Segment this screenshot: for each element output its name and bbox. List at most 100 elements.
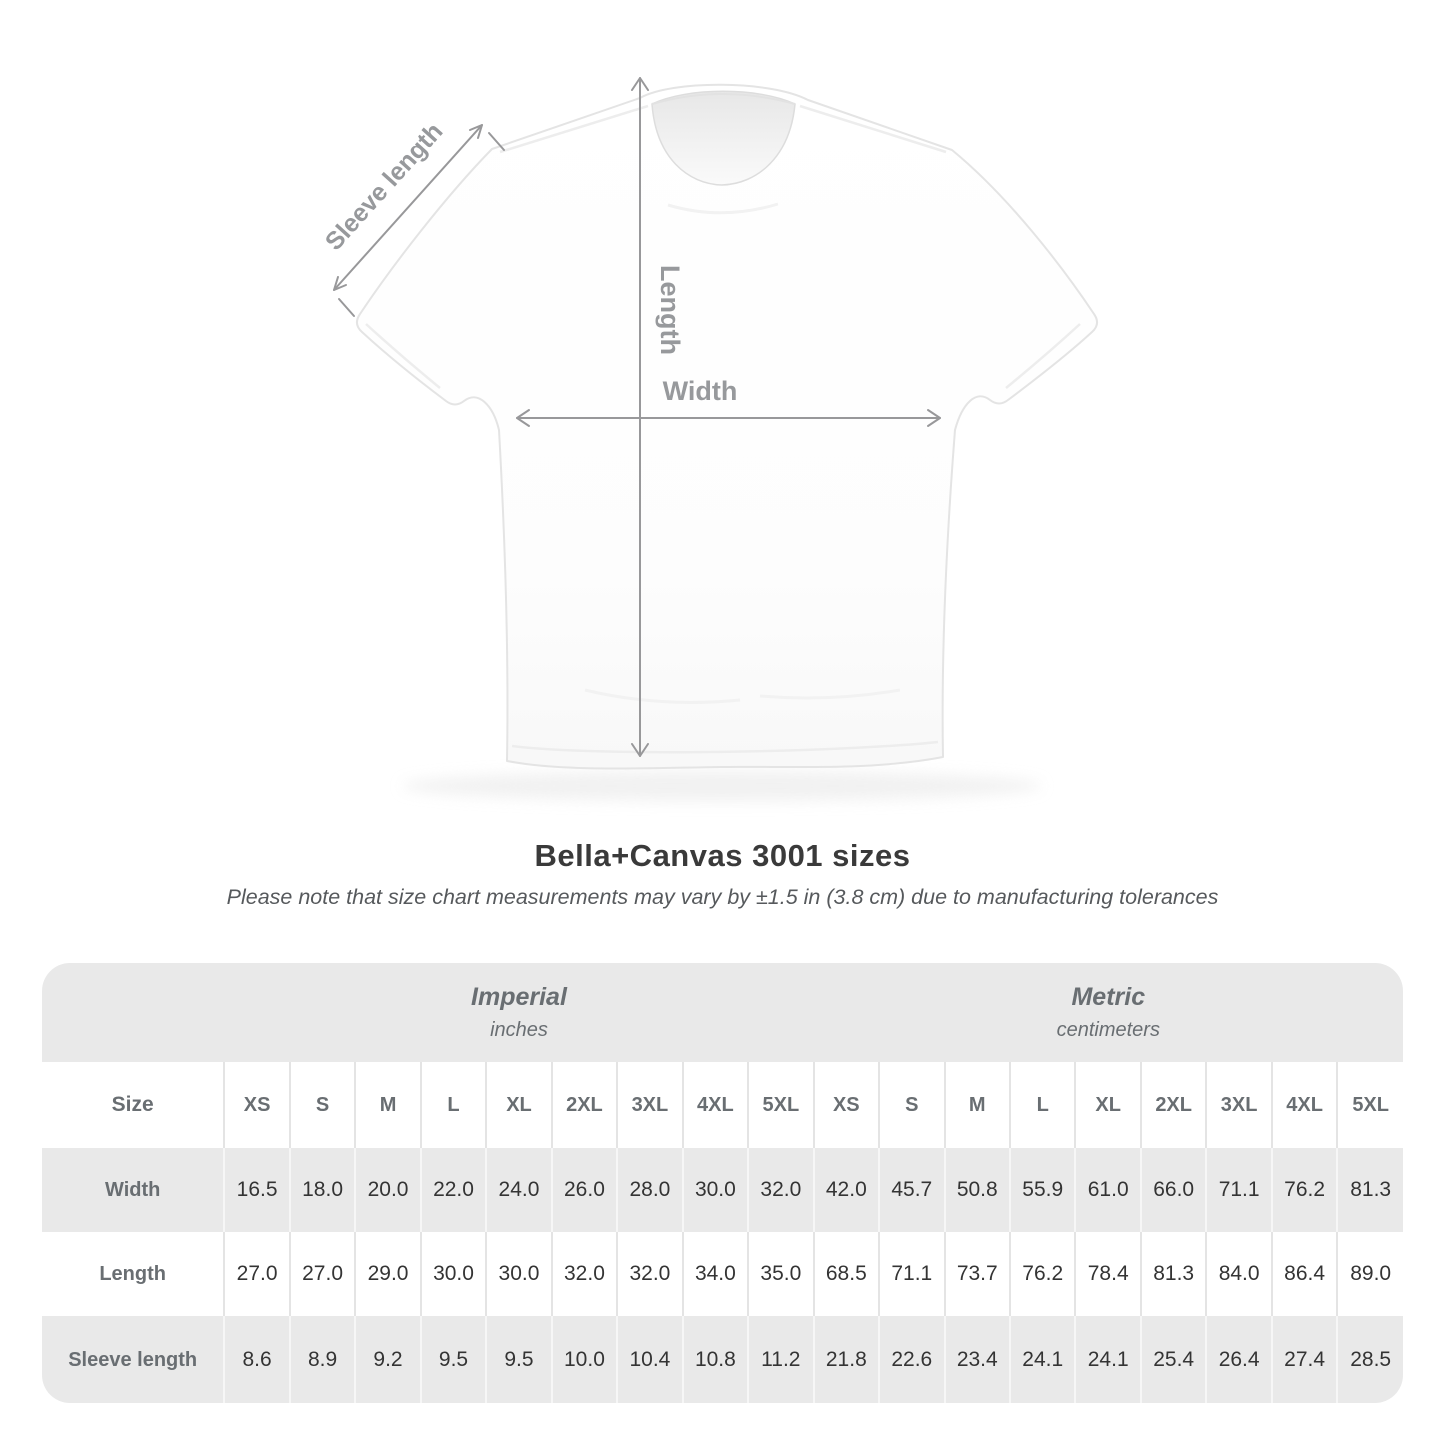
sleeve-cell: 8.6 [223, 1316, 290, 1403]
width-cell: 20.0 [354, 1148, 421, 1232]
sleeve-cell: 10.4 [616, 1316, 683, 1403]
size-header-metric-xl: XL [1074, 1062, 1141, 1148]
corner-cell [42, 963, 224, 1062]
size-header-imperial-5xl: 5XL [747, 1062, 814, 1148]
width-cell: 61.0 [1074, 1148, 1141, 1232]
sleeve-cell: 22.6 [878, 1316, 945, 1403]
width-cell: 55.9 [1008, 1148, 1076, 1232]
metric-unit-label: centimeters [1056, 1019, 1160, 1041]
sleeve-length-arrow [333, 124, 505, 317]
length-cell: 27.0 [288, 1232, 356, 1316]
page-title: Bella+Canvas 3001 sizes [534, 838, 911, 873]
length-row-label: Length [99, 1262, 166, 1285]
sleeve-cell: 11.2 [747, 1316, 814, 1403]
width-cell: 18.0 [288, 1148, 356, 1232]
length-cell: 71.1 [878, 1232, 945, 1316]
length-cell: 35.0 [747, 1232, 814, 1316]
size-header-imperial-l: L [419, 1062, 487, 1148]
size-header-metric-l: L [1008, 1062, 1076, 1148]
length-cell: 34.0 [681, 1232, 749, 1316]
sleeve-cell: 23.4 [943, 1316, 1010, 1403]
width-row: Width 16.5 18.0 20.0 22.0 24.0 26.0 28.0… [42, 1148, 1403, 1232]
size-header-metric-2xl: 2XL [1139, 1062, 1207, 1148]
width-cell: 81.3 [1336, 1148, 1403, 1232]
sleeve-cell: 10.0 [550, 1316, 618, 1403]
width-cell: 24.0 [485, 1148, 552, 1232]
size-header-row: Size XS S M L XL 2XL 3XL 4XL 5XL XS S M … [42, 1062, 1403, 1148]
sleeve-cell: 28.5 [1336, 1316, 1403, 1403]
width-cell: 22.0 [419, 1148, 487, 1232]
width-arrow [516, 409, 941, 427]
sleeve-cell: 24.1 [1074, 1316, 1141, 1403]
size-header-imperial-4xl: 4XL [681, 1062, 749, 1148]
width-cell: 50.8 [943, 1148, 1010, 1232]
collar [651, 90, 796, 186]
width-cell: 42.0 [812, 1148, 880, 1232]
length-cell: 30.0 [419, 1232, 487, 1316]
width-cell: 30.0 [681, 1148, 749, 1232]
length-cell: 32.0 [550, 1232, 618, 1316]
length-cell: 81.3 [1139, 1232, 1207, 1316]
tshirt-graphic [356, 83, 1098, 770]
metric-label: Metric [1071, 983, 1146, 1011]
sleeve-cell: 26.4 [1205, 1316, 1272, 1403]
unit-header-row: Imperial inches Metric centimeters [42, 963, 1403, 1062]
size-header-metric-3xl: 3XL [1205, 1062, 1272, 1148]
length-cell: 84.0 [1205, 1232, 1272, 1316]
sleeve-cell: 27.4 [1270, 1316, 1338, 1403]
length-cell: 27.0 [223, 1232, 290, 1316]
sleeve-cell: 8.9 [288, 1316, 356, 1403]
sleeve-cell: 25.4 [1139, 1316, 1207, 1403]
shirt-shadow [402, 771, 1042, 801]
sleeve-cell: 9.5 [485, 1316, 552, 1403]
length-cell: 73.7 [943, 1232, 1010, 1316]
size-col-header: Size [111, 1093, 154, 1116]
metric-header-cell: Metric centimeters [814, 963, 1403, 1062]
tshirt-measurement-diagram: Sleeve length Length Width [320, 77, 1098, 801]
sleeve-length-row-label: Sleeve length [68, 1348, 198, 1371]
imperial-unit-label: inches [490, 1019, 548, 1041]
size-header-metric-4xl: 4XL [1270, 1062, 1338, 1148]
width-row-label: Width [105, 1178, 161, 1201]
sleeve-cell: 21.8 [812, 1316, 880, 1403]
width-cell: 26.0 [550, 1148, 618, 1232]
title-block: Bella+Canvas 3001 sizes Please note that… [0, 838, 1445, 910]
length-cell: 68.5 [812, 1232, 880, 1316]
sleeve-cell: 9.5 [419, 1316, 487, 1403]
sleeve-cell: 10.8 [681, 1316, 749, 1403]
sleeve-cell: 9.2 [354, 1316, 421, 1403]
length-cell: 32.0 [616, 1232, 683, 1316]
size-header-metric-5xl: 5XL [1336, 1062, 1403, 1148]
size-header-metric-m: M [943, 1062, 1010, 1148]
width-cell: 76.2 [1270, 1148, 1338, 1232]
length-cell: 30.0 [485, 1232, 552, 1316]
size-chart-table: Imperial inches Metric centimeters Size … [42, 963, 1403, 1403]
sleeve-cell: 24.1 [1008, 1316, 1076, 1403]
size-header-metric-xs: XS [812, 1062, 880, 1148]
width-cell: 45.7 [878, 1148, 945, 1232]
length-label: Length [655, 265, 685, 355]
width-cell: 66.0 [1139, 1148, 1207, 1232]
width-cell: 28.0 [616, 1148, 683, 1232]
width-cell: 32.0 [747, 1148, 814, 1232]
size-header-imperial-3xl: 3XL [616, 1062, 683, 1148]
sleeve-length-row: Sleeve length 8.6 8.9 9.2 9.5 9.5 10.0 1… [42, 1316, 1403, 1403]
size-header-imperial-s: S [288, 1062, 356, 1148]
size-table-container: Imperial inches Metric centimeters Size … [42, 963, 1403, 1403]
length-cell: 86.4 [1270, 1232, 1338, 1316]
size-header-imperial-xl: XL [485, 1062, 552, 1148]
width-label: Width [663, 376, 738, 406]
width-cell: 16.5 [223, 1148, 290, 1232]
size-header-imperial-xs: XS [223, 1062, 290, 1148]
length-cell: 78.4 [1074, 1232, 1141, 1316]
size-header-imperial-m: M [354, 1062, 421, 1148]
size-header-imperial-2xl: 2XL [550, 1062, 618, 1148]
length-cell: 76.2 [1008, 1232, 1076, 1316]
tolerance-note: Please note that size chart measurements… [226, 885, 1219, 909]
imperial-label: Imperial [471, 983, 567, 1011]
imperial-header-cell: Imperial inches [224, 963, 813, 1062]
length-row: Length 27.0 27.0 29.0 30.0 30.0 32.0 32.… [42, 1232, 1403, 1316]
size-header-metric-s: S [878, 1062, 945, 1148]
length-cell: 29.0 [354, 1232, 421, 1316]
